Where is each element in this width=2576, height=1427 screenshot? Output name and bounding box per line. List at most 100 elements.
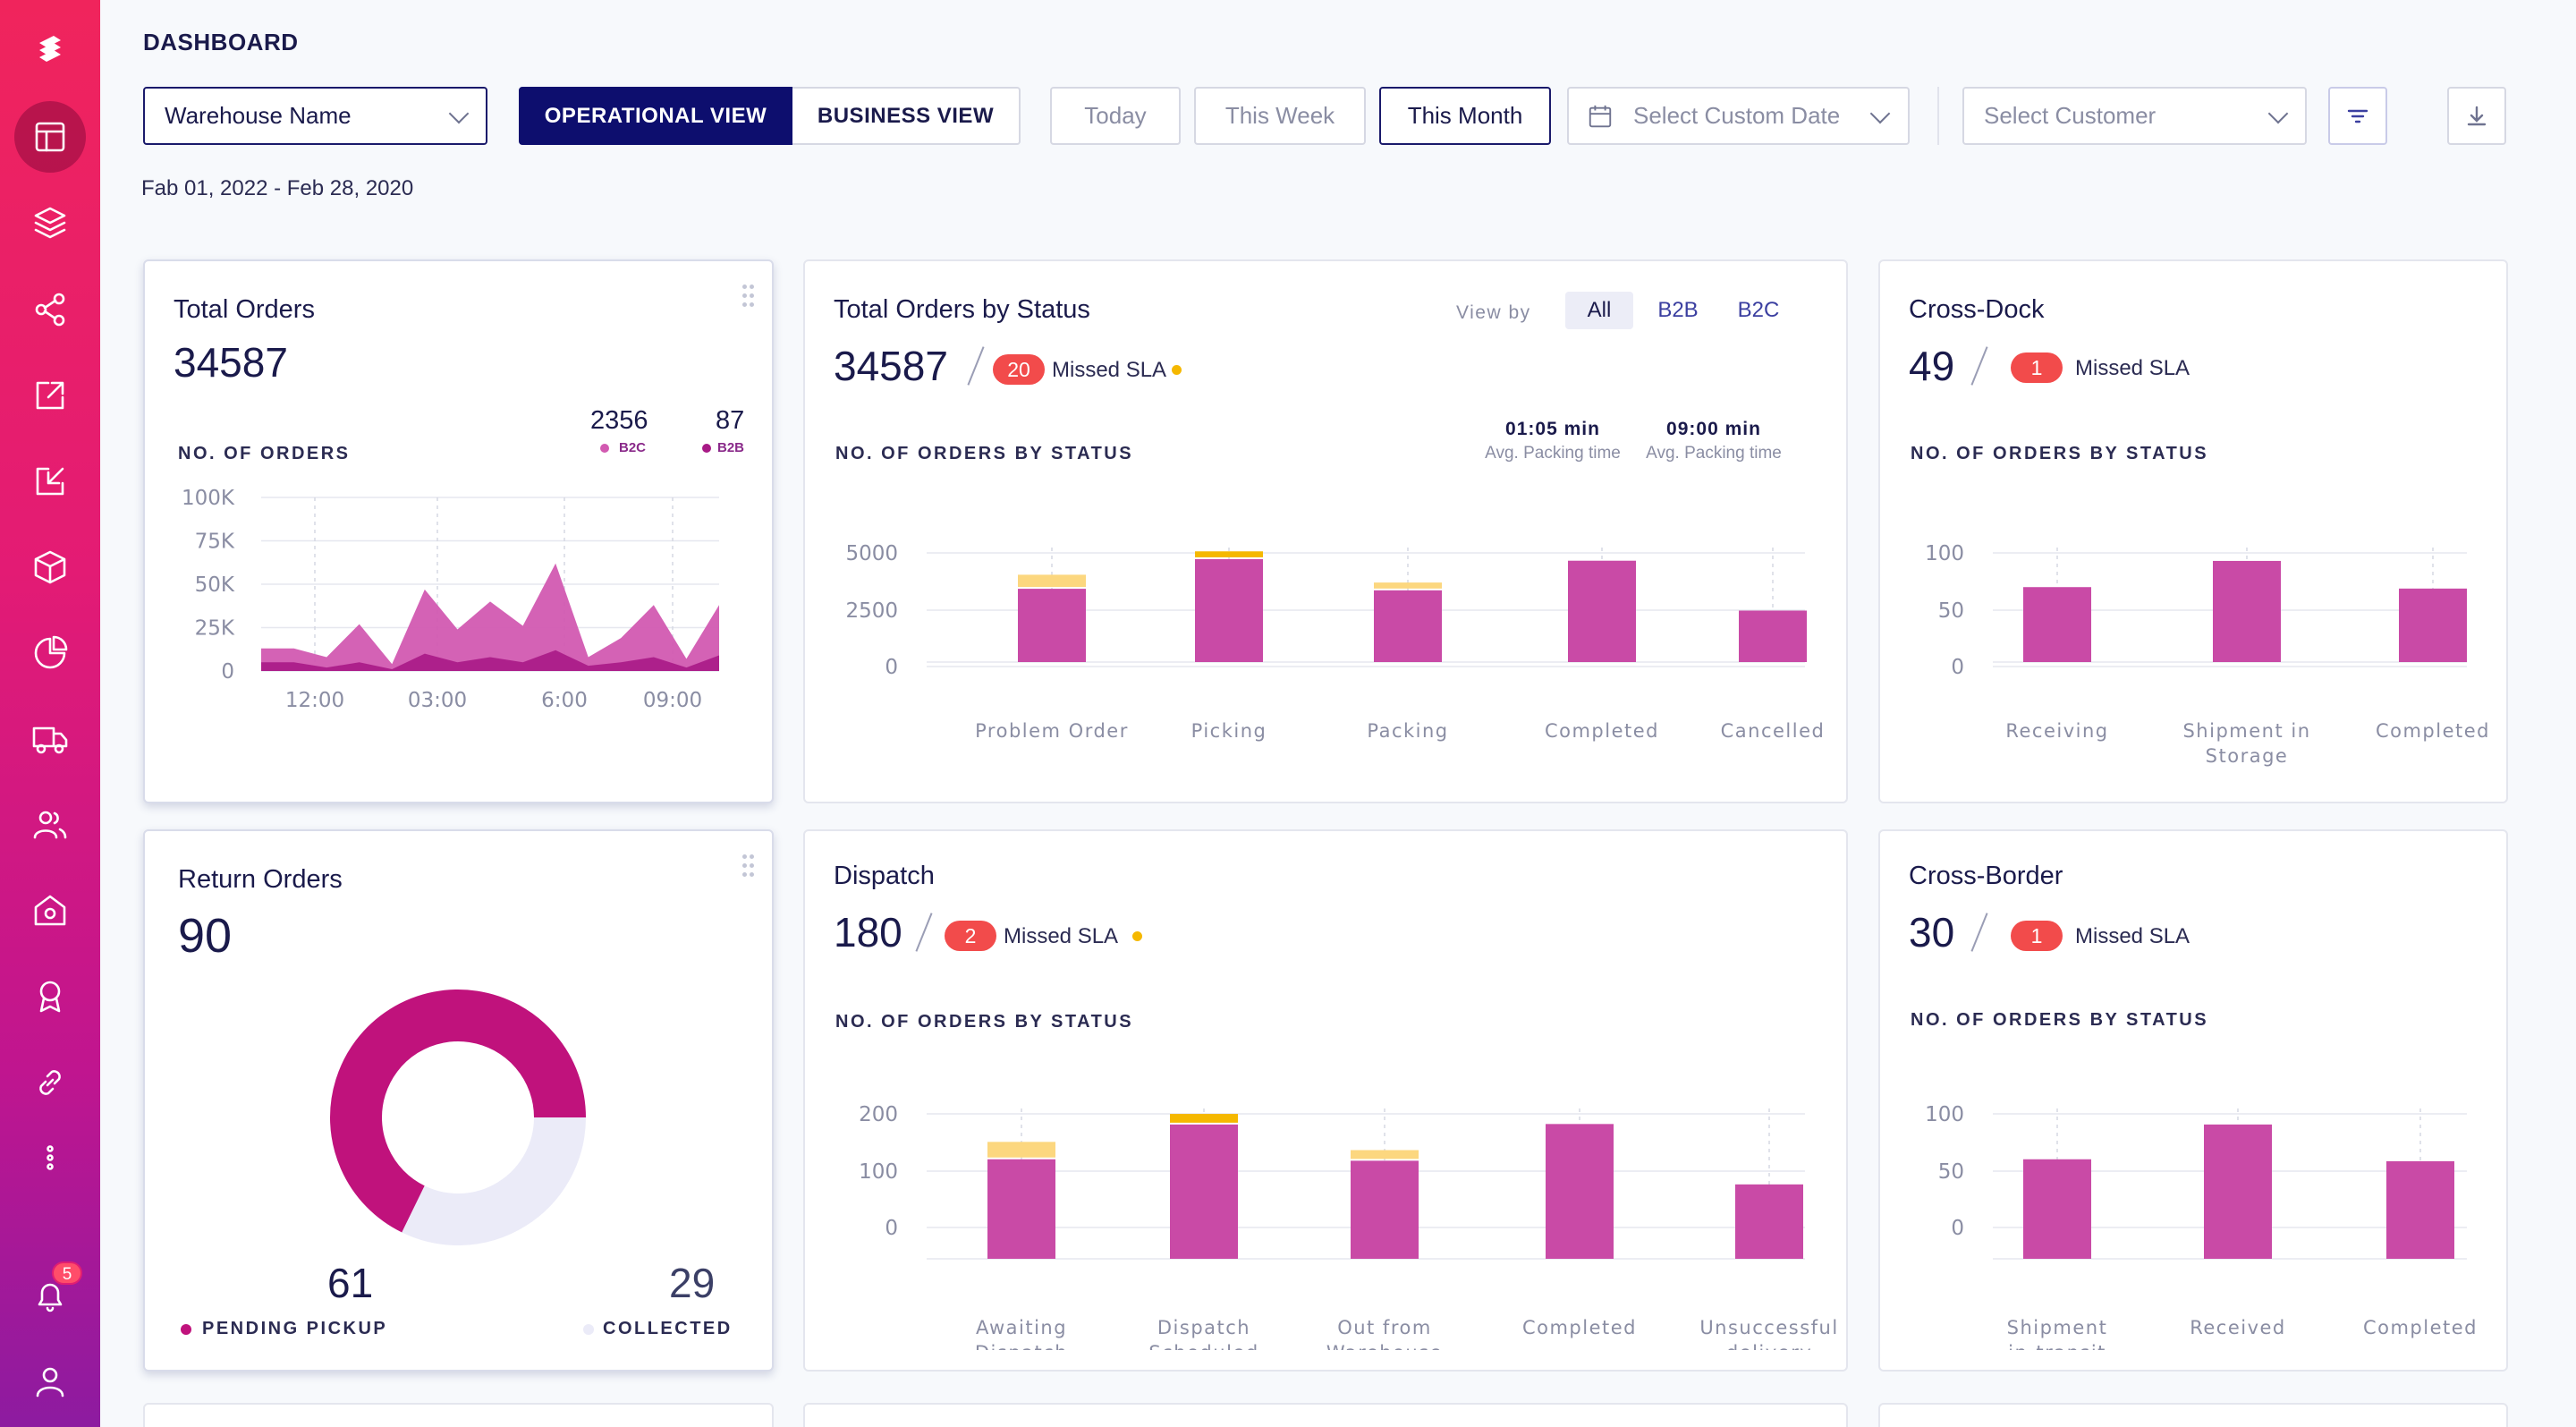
page-title: DASHBOARD xyxy=(143,29,299,55)
category-label: Completed xyxy=(2363,1317,2478,1338)
today-button[interactable]: Today xyxy=(1050,87,1181,145)
operational-view-button[interactable]: OPERATIONAL VIEW xyxy=(519,87,792,145)
warehouse-select[interactable]: Warehouse Name xyxy=(143,87,487,145)
bell-icon[interactable] xyxy=(0,1256,100,1335)
custom-date-select[interactable]: Select Custom Date xyxy=(1567,87,1910,145)
total-orders-value: 34587 xyxy=(174,339,288,386)
category-label: Warehouse xyxy=(1326,1342,1443,1350)
more-icon[interactable] xyxy=(0,1118,100,1197)
divider-slash xyxy=(1970,913,1988,952)
external-link-icon[interactable] xyxy=(0,356,100,435)
y-tick-label: 0 xyxy=(1951,1217,1964,1240)
sidebar: 5 xyxy=(0,0,100,1427)
x-tick-label: 6:00 xyxy=(541,689,588,712)
category-label: Problem Order xyxy=(975,720,1129,742)
y-tick-label: 100K xyxy=(182,487,235,510)
warehouse-icon[interactable] xyxy=(0,871,100,950)
dispatch-card: Dispatch 180 2 Missed SLA NO. OF ORDERS … xyxy=(803,829,1848,1372)
missed-sla-bar xyxy=(1351,1150,1419,1159)
dashboard-icon[interactable] xyxy=(0,98,100,176)
tab-b2c[interactable]: B2C xyxy=(1737,298,1780,322)
user-icon[interactable] xyxy=(0,1342,100,1421)
category-label: Dispatch xyxy=(975,1342,1068,1350)
bar xyxy=(1170,1124,1238,1259)
category-label: Out from xyxy=(1337,1317,1432,1338)
pie-chart-icon[interactable] xyxy=(0,614,100,692)
share-icon[interactable] xyxy=(0,270,100,349)
tab-b2b[interactable]: B2B xyxy=(1657,298,1699,322)
collected-legend-dot xyxy=(583,1324,594,1335)
donut-slice xyxy=(330,990,586,1233)
missed-sla-label: Missed SLA xyxy=(2075,356,2190,380)
y-tick-label: 200 xyxy=(859,1103,898,1126)
category-label: Unsuccessful xyxy=(1699,1317,1838,1338)
return-orders-card: Return Orders 90 61 PENDING PICKUP 29 CO… xyxy=(143,829,774,1372)
badge-icon[interactable] xyxy=(0,957,100,1036)
customer-select[interactable]: Select Customer xyxy=(1962,87,2307,145)
y-tick-label: 0 xyxy=(885,656,898,679)
link-icon[interactable] xyxy=(0,1043,100,1122)
layers-icon[interactable] xyxy=(0,183,100,262)
category-label: in-transit xyxy=(2008,1342,2106,1350)
category-label: Awaiting xyxy=(976,1317,1067,1338)
import-icon[interactable] xyxy=(0,442,100,521)
card-title: Dispatch xyxy=(834,862,935,890)
drag-handle-icon[interactable] xyxy=(742,285,755,308)
dispatch-bar-chart: 200 100 0 Awaiting Dispatch Dispatch Scheduled… xyxy=(859,1103,1838,1350)
card-title: Cross-Border xyxy=(1909,862,2063,890)
bar xyxy=(1739,610,1807,662)
truck-icon[interactable] xyxy=(0,700,100,778)
total-orders-card: Total Orders 34587 2356 B2C 87 B2B NO. O… xyxy=(143,259,774,803)
dispatch-value: 180 xyxy=(834,909,902,956)
download-button[interactable] xyxy=(2447,87,2506,145)
collected-value: 29 xyxy=(669,1260,716,1306)
y-tick-label: 100 xyxy=(1925,542,1964,565)
custom-date-placeholder: Select Custom Date xyxy=(1633,102,1841,129)
avg-packing-label: Avg. Packing time xyxy=(1646,444,1782,463)
status-total-value: 34587 xyxy=(834,343,948,389)
missed-sla-bar xyxy=(987,1142,1055,1158)
logo-icon[interactable] xyxy=(0,11,100,89)
pending-legend-dot xyxy=(181,1324,191,1335)
y-tick-label: 100 xyxy=(859,1160,898,1184)
bar xyxy=(1018,589,1086,662)
header-divider xyxy=(1937,87,1939,145)
this-month-button[interactable]: This Month xyxy=(1379,87,1551,145)
cross-dock-card: Cross-Dock 49 1 Missed SLA NO. OF ORDERS… xyxy=(1878,259,2508,803)
sla-warning-dot xyxy=(1172,365,1182,375)
drag-handle-icon[interactable] xyxy=(742,854,755,878)
chevron-down-icon xyxy=(2267,103,2289,124)
business-view-button[interactable]: BUSINESS VIEW xyxy=(792,87,1021,145)
this-week-button[interactable]: This Week xyxy=(1194,87,1366,145)
bar xyxy=(1195,558,1263,662)
area-series-b2b xyxy=(261,650,719,671)
orders-area-chart: 100K 75K 50K 25K 0 12:00 03:00 6:00 09:00 xyxy=(182,487,719,712)
warehouse-select-value: Warehouse Name xyxy=(165,102,352,129)
category-label: Receiving xyxy=(2005,720,2108,742)
active-nav-highlight xyxy=(14,101,86,173)
x-tick-label: 03:00 xyxy=(408,689,467,712)
category-label: Packing xyxy=(1367,720,1448,742)
b2b-legend-dot xyxy=(702,444,711,453)
today-label: Today xyxy=(1084,102,1147,129)
y-tick-label: 25K xyxy=(195,617,235,641)
filter-button[interactable] xyxy=(2328,87,2387,145)
bar xyxy=(2023,1159,2091,1259)
missed-sla-bar xyxy=(1195,551,1263,557)
tab-all[interactable]: All xyxy=(1565,292,1633,329)
box-icon[interactable] xyxy=(0,528,100,607)
partial-card xyxy=(143,1403,774,1427)
bar xyxy=(2399,588,2467,662)
missed-sla-count: 1 xyxy=(2011,353,2063,383)
missed-sla-bar xyxy=(1170,1114,1238,1123)
bar xyxy=(1351,1160,1419,1259)
users-icon[interactable] xyxy=(0,786,100,864)
b2b-value: 87 xyxy=(716,406,745,435)
sla-warning-dot xyxy=(1132,931,1142,941)
b2c-tag: B2C xyxy=(619,440,647,455)
category-label: Picking xyxy=(1191,720,1267,742)
y-tick-label: 2500 xyxy=(845,599,898,623)
category-label: Shipment xyxy=(2007,1317,2108,1338)
y-tick-label: 100 xyxy=(1925,1103,1964,1126)
y-tick-label: 50 xyxy=(1938,1160,1964,1184)
